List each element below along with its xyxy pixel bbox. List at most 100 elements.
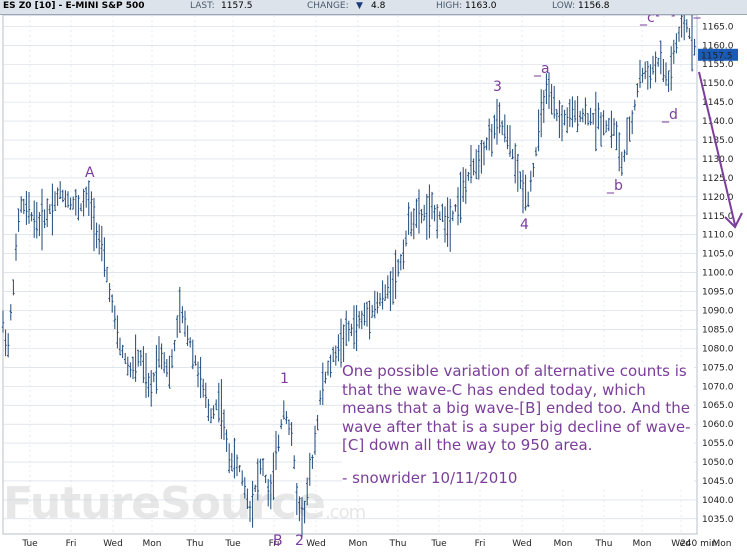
projection-arrow-icon [724, 212, 743, 229]
price-bar [532, 162, 535, 178]
price-bar [316, 414, 319, 431]
price-bar [144, 353, 148, 398]
price-bar [620, 151, 623, 176]
price-bar [131, 356, 135, 380]
price-bar [519, 171, 522, 189]
y-tick-label: 1065.0 [702, 401, 734, 411]
price-bar [306, 477, 309, 506]
y-tick-label: 1145.0 [702, 98, 734, 108]
price-bar [371, 304, 374, 318]
wave-label: B [273, 533, 283, 549]
price-bar [183, 310, 187, 337]
price-bar [33, 200, 36, 238]
price-bar [456, 187, 460, 226]
price-bar [425, 193, 428, 240]
price-bar [79, 203, 83, 212]
price-bar [59, 181, 62, 199]
y-tick-label: 1140.0 [702, 117, 734, 127]
price-bar [137, 349, 140, 367]
y-tick-label: 1105.0 [702, 250, 734, 260]
price-bar [646, 61, 649, 90]
price-bar [555, 109, 558, 122]
price-bar [87, 180, 90, 216]
price-bar [378, 293, 382, 307]
price-bar [217, 382, 220, 423]
wave-label: [C].5._e? [655, 15, 717, 19]
price-bar [38, 212, 41, 237]
price-bar [563, 109, 566, 126]
price-bar [560, 105, 564, 142]
x-tick-label: Wed [671, 539, 691, 549]
price-bar [220, 379, 223, 440]
price-bar [196, 361, 200, 388]
price-bar [389, 271, 392, 312]
price-bar [607, 118, 610, 132]
price-bar [298, 496, 301, 522]
price-bar [506, 124, 509, 150]
comment-text: One possible variation of alternative co… [342, 362, 691, 454]
price-bar [261, 458, 265, 477]
price-bar [412, 208, 415, 240]
price-bar [7, 333, 10, 358]
last-price-tag [698, 48, 738, 61]
price-bar [295, 482, 298, 516]
price-bar [511, 149, 514, 160]
price-bar [490, 123, 493, 157]
price-bar [516, 153, 519, 192]
price-bar [95, 222, 98, 249]
price-bar [534, 147, 538, 157]
y-tick-label: 1160.0 [702, 41, 734, 51]
price-bar [108, 282, 111, 303]
price-bar [631, 110, 634, 135]
axis-labels: 1035.0 1040.0 1045.0 1050.0 1055.0 1060.0 1065… [21, 22, 738, 549]
price-bar [14, 233, 18, 261]
price-bar [293, 455, 296, 470]
price-bar [134, 334, 137, 382]
price-bar [568, 99, 571, 128]
price-bar [129, 362, 132, 378]
price-bar [654, 51, 657, 83]
price-bar [186, 325, 189, 346]
price-bar [688, 28, 691, 40]
price-bar [329, 354, 332, 378]
price-bar [662, 58, 665, 82]
price-bar [462, 167, 465, 202]
price-bar [272, 452, 275, 501]
price-bar [657, 57, 660, 67]
futuresource-watermark-logo: FutureSource.com [3, 478, 366, 529]
price-bar [345, 310, 348, 346]
wave-label: _d [661, 107, 678, 123]
x-tick-label: 240 min. [680, 539, 720, 549]
price-bar [92, 197, 96, 252]
price-bar [285, 411, 288, 424]
comment-signature: - snowrider 10/11/2010 [342, 468, 518, 487]
price-bar [433, 204, 436, 222]
price-bar [464, 168, 467, 204]
price-bar [267, 479, 270, 507]
y-tick-label: 1155.0 [702, 60, 734, 70]
price-bar [542, 90, 545, 123]
price-bar [165, 358, 168, 377]
price-bar [469, 145, 473, 184]
price-bar [592, 113, 595, 125]
price-bar [417, 189, 421, 234]
price-bar [670, 46, 673, 91]
wave-label: _a [533, 61, 550, 77]
price-bar [454, 204, 457, 212]
price-bar [540, 89, 543, 138]
price-bar [181, 306, 184, 324]
price-bar [209, 408, 213, 424]
watermark-suffix: .com [324, 502, 366, 523]
price-bar [420, 208, 423, 224]
price-bar [586, 113, 590, 126]
price-bar [64, 190, 67, 208]
price-bar [612, 118, 616, 137]
price-bar [339, 318, 343, 368]
price-bars [1, 15, 696, 537]
price-bar [605, 120, 608, 133]
price-bar [683, 15, 686, 41]
price-bar [501, 120, 504, 136]
x-tick-label: Tue [21, 539, 38, 549]
price-bar [124, 352, 127, 364]
